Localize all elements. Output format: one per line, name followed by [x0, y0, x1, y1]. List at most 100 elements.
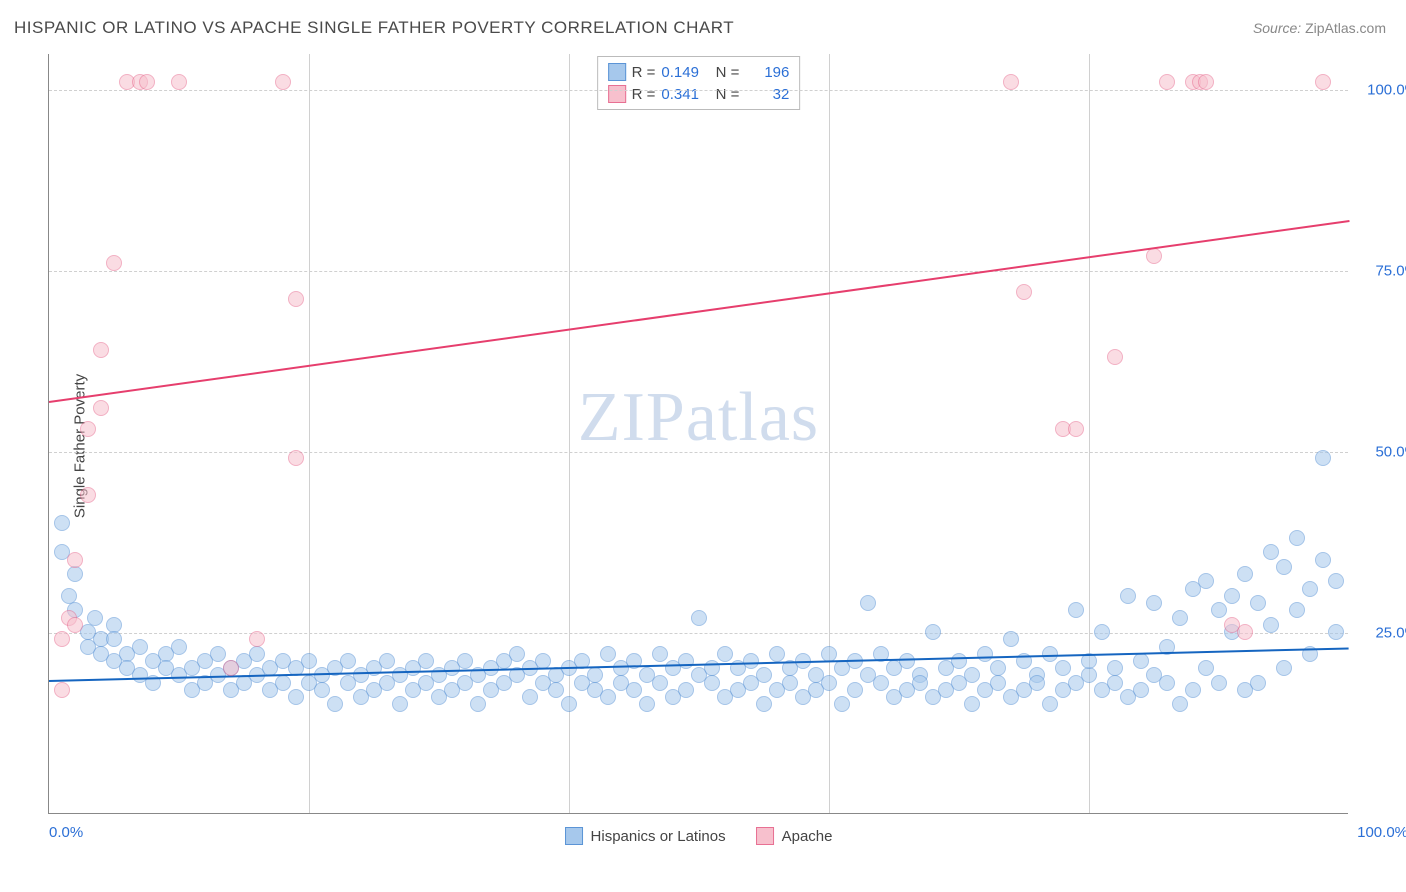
data-point [522, 689, 538, 705]
stat-n-label: N = [711, 64, 739, 81]
data-point [834, 696, 850, 712]
data-point [1289, 602, 1305, 618]
data-point [639, 696, 655, 712]
data-point [1159, 675, 1175, 691]
data-point [626, 682, 642, 698]
plot-area: ZIPatlas R =0.149 N =196R =0.341 N =32 0… [48, 54, 1348, 814]
x-tick-max: 100.0% [1357, 824, 1406, 841]
data-point [1263, 544, 1279, 560]
data-point [93, 342, 109, 358]
data-point [1302, 581, 1318, 597]
data-point [1289, 530, 1305, 546]
data-point [210, 646, 226, 662]
data-point [171, 639, 187, 655]
data-point [678, 682, 694, 698]
data-point [652, 646, 668, 662]
data-point [106, 255, 122, 271]
data-point [106, 631, 122, 647]
trend-line [49, 220, 1349, 403]
data-point [392, 696, 408, 712]
data-point [873, 675, 889, 691]
data-point [1276, 559, 1292, 575]
data-point [1276, 660, 1292, 676]
stat-n-value: 196 [745, 64, 789, 81]
data-point [1237, 566, 1253, 582]
gridline-horizontal [49, 90, 1348, 91]
stat-r-label: R = [632, 86, 656, 103]
data-point [1211, 602, 1227, 618]
legend-swatch [608, 85, 626, 103]
data-point [1081, 667, 1097, 683]
data-point [1146, 595, 1162, 611]
data-point [327, 696, 343, 712]
data-point [1328, 624, 1344, 640]
data-point [1198, 573, 1214, 589]
data-point [1003, 74, 1019, 90]
data-point [860, 595, 876, 611]
data-point [561, 696, 577, 712]
data-point [457, 653, 473, 669]
gridline-horizontal [49, 452, 1348, 453]
data-point [1042, 696, 1058, 712]
data-point [288, 450, 304, 466]
source-label: Source: [1253, 20, 1301, 36]
data-point [80, 487, 96, 503]
data-point [288, 689, 304, 705]
data-point [1315, 74, 1331, 90]
data-point [1328, 573, 1344, 589]
data-point [600, 689, 616, 705]
stat-r-value: 0.341 [661, 86, 705, 103]
stats-row: R =0.341 N =32 [608, 83, 790, 105]
data-point [132, 639, 148, 655]
gridline-vertical [1089, 54, 1090, 813]
x-tick-min: 0.0% [49, 824, 83, 841]
legend-item: Apache [756, 827, 833, 845]
gridline-vertical [829, 54, 830, 813]
data-point [1237, 624, 1253, 640]
data-point [691, 610, 707, 626]
data-point [67, 566, 83, 582]
legend-label: Hispanics or Latinos [591, 828, 726, 845]
legend: Hispanics or Latinos Apache [565, 827, 833, 845]
data-point [964, 667, 980, 683]
data-point [1094, 624, 1110, 640]
data-point [1133, 653, 1149, 669]
data-point [912, 675, 928, 691]
legend-label: Apache [782, 828, 833, 845]
data-point [340, 653, 356, 669]
data-point [600, 646, 616, 662]
data-point [275, 74, 291, 90]
stat-n-value: 32 [745, 86, 789, 103]
data-point [756, 667, 772, 683]
data-point [67, 552, 83, 568]
data-point [899, 653, 915, 669]
data-point [1068, 602, 1084, 618]
data-point [1250, 675, 1266, 691]
watermark: ZIPatlas [578, 378, 819, 458]
data-point [1107, 675, 1123, 691]
data-point [1120, 588, 1136, 604]
data-point [1029, 675, 1045, 691]
data-point [717, 646, 733, 662]
data-point [925, 624, 941, 640]
source-name: ZipAtlas.com [1305, 20, 1386, 36]
y-tick-label: 75.0% [1358, 263, 1406, 280]
data-point [704, 675, 720, 691]
data-point [1172, 696, 1188, 712]
gridline-horizontal [49, 633, 1348, 634]
data-point [1198, 660, 1214, 676]
stat-r-label: R = [632, 64, 656, 81]
data-point [977, 646, 993, 662]
data-point [301, 653, 317, 669]
legend-item: Hispanics or Latinos [565, 827, 726, 845]
data-point [1315, 450, 1331, 466]
data-point [1250, 595, 1266, 611]
data-point [1185, 682, 1201, 698]
legend-swatch [756, 827, 774, 845]
data-point [821, 675, 837, 691]
data-point [1172, 610, 1188, 626]
data-point [509, 646, 525, 662]
data-point [1055, 660, 1071, 676]
data-point [1107, 349, 1123, 365]
data-point [275, 675, 291, 691]
